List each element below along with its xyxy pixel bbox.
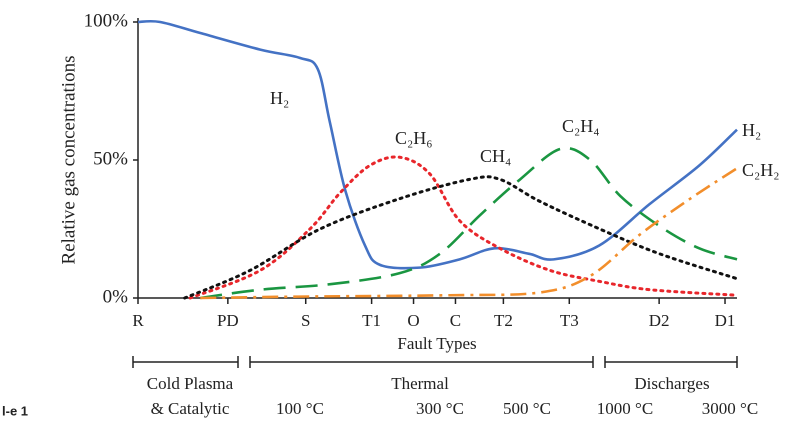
x-tick-label: D1 [715, 311, 736, 330]
group-label: Cold Plasma [147, 374, 234, 393]
temperature: 100 °C [276, 399, 324, 418]
series-label: C₂H₄ [562, 116, 600, 136]
temperature: 300 °C [416, 399, 464, 418]
x-tick-label: R [132, 311, 144, 330]
x-tick-label: O [407, 311, 419, 330]
y-tick-label: 0% [103, 286, 129, 307]
x-tick-label: S [301, 311, 310, 330]
series-line [200, 167, 738, 300]
series-label: H₂ [742, 120, 761, 140]
brackets [132, 356, 738, 368]
group-label: & Catalytic [151, 399, 230, 418]
temperature: 1000 °C [597, 399, 653, 418]
temperature: 3000 °C [702, 399, 758, 418]
x-tick-label: T2 [494, 311, 513, 330]
series-label: C₂H₂ [742, 160, 780, 180]
series-line [137, 19, 738, 270]
caption-fragment: l-e 1 [2, 403, 28, 418]
series-label: H₂ [270, 88, 289, 108]
series-line [183, 175, 739, 300]
group-label: Discharges [634, 374, 709, 393]
series-line [188, 155, 739, 300]
series-label: CH₄ [480, 146, 511, 166]
series-label: C₂H₆ [395, 128, 433, 148]
y-tick-label: 50% [93, 148, 128, 169]
x-tick-label: PD [217, 311, 239, 330]
y-axis-label: Relative gas concentrations [58, 56, 79, 265]
x-tick-label: C [450, 311, 461, 330]
temperature: 500 °C [503, 399, 551, 418]
series-line [200, 146, 738, 300]
y-tick-label: 100% [84, 10, 129, 31]
x-axis-label: Fault Types [397, 334, 476, 353]
x-tick-label: D2 [649, 311, 670, 330]
x-tick-label: T3 [560, 311, 579, 330]
group-label: Thermal [391, 374, 449, 393]
x-tick-label: T1 [362, 311, 381, 330]
